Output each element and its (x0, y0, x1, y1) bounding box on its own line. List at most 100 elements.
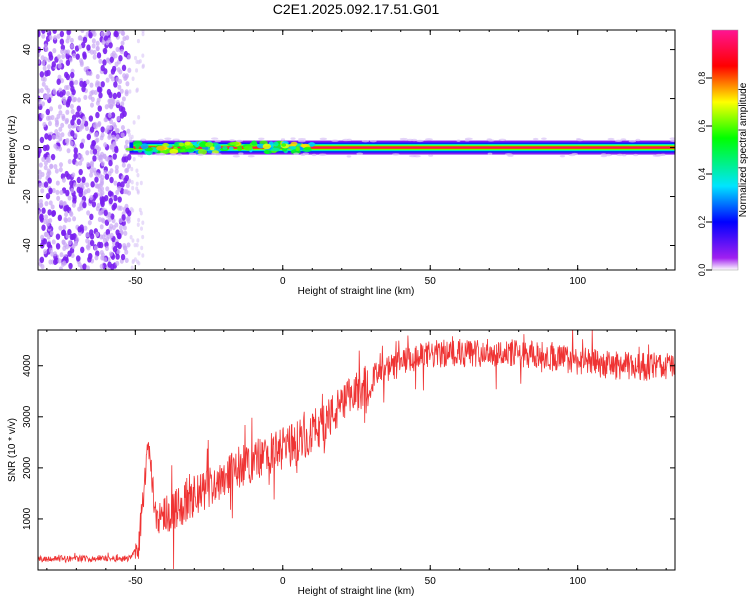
noise-speckle (131, 185, 135, 191)
colorbar-tick-label: 0.8 (697, 72, 707, 85)
noise-blob (50, 153, 56, 161)
colorbar-tick-label: 0.6 (697, 120, 707, 133)
noise-blob (39, 87, 44, 94)
noise-blob (102, 47, 108, 55)
noise-blob (112, 92, 118, 100)
noise-blob (38, 59, 41, 65)
noise-speckle (128, 132, 132, 138)
noise-blob (99, 135, 104, 141)
noise-blob (75, 236, 80, 243)
noise-speckle (141, 31, 145, 37)
noise-blob (100, 81, 105, 88)
noise-blob (99, 263, 104, 269)
noise-blob (94, 255, 99, 261)
noise-blob (100, 255, 105, 261)
signal-halo (411, 138, 418, 142)
noise-speckle (128, 178, 132, 183)
noise-blob (53, 163, 58, 170)
noise-blob (96, 86, 102, 93)
noise-blob (95, 137, 100, 143)
noise-speckle (135, 181, 139, 186)
colorbar-gradient (712, 30, 738, 270)
noise-blob (118, 205, 123, 211)
noise-blob (98, 173, 103, 179)
noise-blob (38, 198, 43, 205)
noise-blob (127, 54, 132, 60)
noise-blob (41, 101, 46, 107)
signal-patch (251, 140, 258, 146)
noise-blob (82, 36, 88, 44)
noise-blob (67, 250, 72, 257)
noise-blob (108, 251, 113, 257)
noise-blob (72, 197, 77, 205)
noise-blob (87, 220, 92, 226)
noise-blob (122, 73, 127, 79)
noise-blob (123, 156, 129, 163)
noise-blob (67, 217, 72, 223)
noise-blob (123, 245, 128, 251)
noise-blob (97, 183, 102, 189)
noise-blob (123, 230, 128, 236)
noise-blob (57, 258, 62, 264)
noise-blob (41, 30, 46, 34)
noise-blob (63, 216, 68, 223)
noise-blob (45, 192, 51, 200)
noise-blob (92, 148, 98, 155)
noise-blob (108, 42, 113, 49)
noise-blob (109, 119, 114, 125)
noise-blob (39, 216, 45, 223)
noise-blob (68, 262, 73, 270)
noise-blob (114, 222, 119, 228)
noise-blob (96, 52, 102, 59)
noise-blob (47, 177, 52, 184)
signal-patch (256, 143, 265, 149)
noise-blob (42, 65, 47, 71)
signal-patch (205, 142, 214, 147)
noise-blob (49, 106, 54, 112)
noise-speckle (135, 68, 139, 73)
signal-patch (228, 146, 234, 151)
noise-blob (89, 102, 94, 108)
noise-blob (118, 55, 123, 62)
noise-blob (48, 187, 53, 195)
noise-blob (46, 87, 51, 94)
noise-blob (120, 253, 126, 261)
noise-blob (91, 38, 96, 44)
noise-blob (75, 111, 80, 118)
spectrogram-ytick-label: 0 (22, 144, 33, 150)
noise-blob (112, 246, 118, 253)
signal-halo (487, 152, 493, 155)
signal-halo (235, 139, 244, 143)
noise-speckle (132, 120, 136, 125)
noise-blob (46, 234, 51, 240)
noise-blob (107, 216, 112, 223)
noise-blob (121, 96, 126, 102)
signal-halo (633, 153, 639, 157)
noise-blob (47, 120, 52, 127)
noise-blob (80, 246, 85, 254)
noise-speckle (137, 217, 141, 223)
noise-blob (111, 50, 116, 56)
noise-blob (111, 98, 116, 105)
noise-blob (77, 35, 82, 41)
noise-blob (38, 30, 41, 38)
signal-halo (416, 139, 424, 143)
signal-patch (264, 149, 269, 155)
noise-blob (111, 134, 116, 140)
snr-xtick-label: 50 (425, 576, 437, 587)
noise-blob (119, 48, 124, 55)
noise-blob (43, 181, 49, 188)
noise-blob (94, 132, 99, 138)
noise-blob (89, 126, 95, 133)
noise-blob (101, 234, 106, 240)
noise-blob (61, 53, 66, 59)
signal-patch (178, 142, 185, 147)
noise-blob (60, 132, 65, 138)
noise-blob (119, 112, 125, 119)
signal-halo (229, 139, 235, 142)
noise-speckle (130, 166, 134, 172)
signal-halo (670, 139, 675, 143)
noise-blob (112, 202, 118, 210)
noise-blob (89, 161, 94, 167)
noise-blob (41, 33, 46, 39)
